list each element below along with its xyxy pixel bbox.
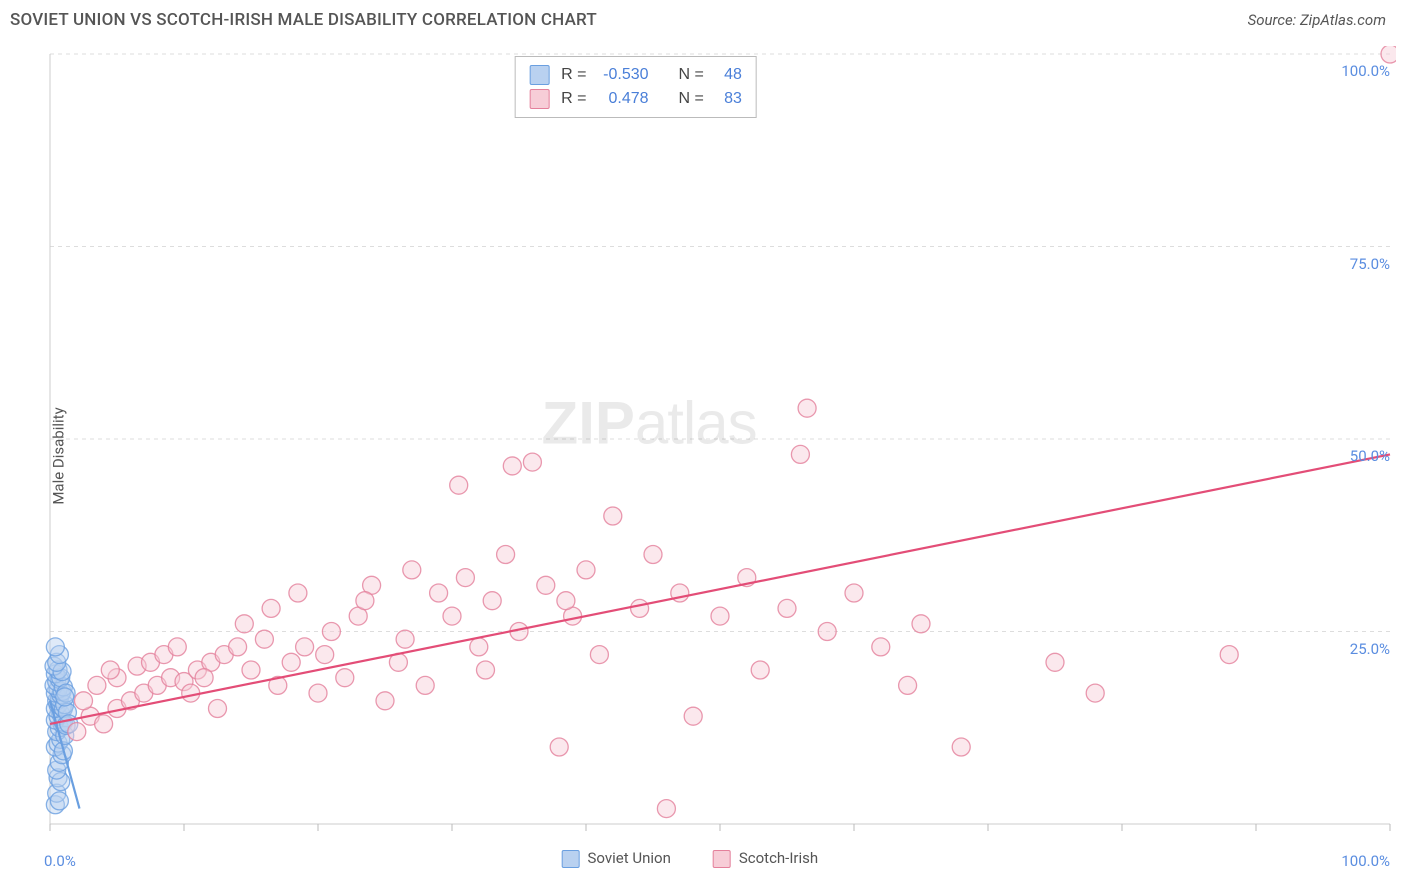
legend-item: Soviet Union [562, 849, 671, 868]
chart-header: SOVIET UNION VS SCOTCH-IRISH MALE DISABI… [0, 0, 1406, 36]
legend-label: Scotch-Irish [739, 849, 818, 867]
legend-item: Scotch-Irish [713, 849, 818, 868]
y-tick-label: 75.0% [1350, 255, 1390, 273]
chart-area: Male Disability ZIPatlas R =-0.530N =48R… [38, 46, 1396, 866]
legend-bottom: Soviet Union Scotch-Irish [562, 849, 819, 868]
legend-label: Soviet Union [588, 849, 671, 867]
chart-title: SOVIET UNION VS SCOTCH-IRISH MALE DISABI… [10, 10, 597, 30]
x-axis-min-label: 0.0% [44, 852, 76, 870]
stat-legend-row: R =-0.530N =48 [529, 63, 742, 87]
legend-swatch [713, 850, 731, 868]
y-tick-label: 100.0% [1341, 62, 1390, 80]
scatter-plot-svg [38, 46, 1396, 866]
stat-swatch [529, 65, 549, 85]
stat-swatch [529, 89, 549, 109]
stat-legend: R =-0.530N =48R =0.478N =83 [514, 56, 757, 118]
chart-source: Source: ZipAtlas.com [1248, 11, 1386, 29]
stat-legend-row: R =0.478N =83 [529, 87, 742, 111]
legend-swatch [562, 850, 580, 868]
y-tick-label: 25.0% [1350, 640, 1390, 658]
x-axis-max-label: 100.0% [1341, 852, 1390, 870]
y-tick-label: 50.0% [1350, 447, 1390, 465]
